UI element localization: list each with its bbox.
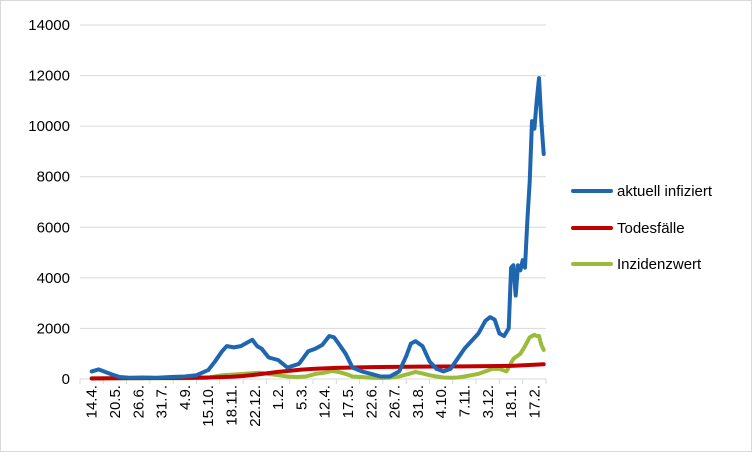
y-tick-label: 14000 (28, 17, 70, 34)
series-line-0 (89, 76, 546, 380)
x-tick-label: 14.4. (84, 385, 101, 418)
x-tick-label: 12.4. (317, 385, 334, 418)
x-tick-label: 7.11. (456, 385, 473, 417)
legend-label: Todesfälle (617, 220, 685, 237)
y-tick-label: 4000 (37, 270, 70, 287)
x-axis: 14.4. 20.5. 26.6. 31.7. 4.9. 15.10. 18.11. 22.1… (79, 378, 547, 427)
x-tick-label: 5.3. (293, 385, 310, 410)
y-tick-label: 6000 (37, 219, 70, 236)
y-tick-label: 10000 (28, 118, 70, 135)
legend-label: Inzidenzwert (617, 256, 702, 273)
x-tick-label: 1.2. (270, 385, 287, 410)
x-tick-label: 4.10. (433, 385, 450, 418)
series-line-2 (89, 332, 546, 381)
legend-label: aktuell infiziert (617, 183, 713, 200)
x-tick-label: 3.12. (480, 385, 497, 418)
series-line-1 (89, 362, 546, 381)
gridlines (80, 24, 546, 329)
x-tick-label: 26.7. (387, 385, 404, 418)
x-tick-label: 31.7. (154, 385, 171, 418)
y-tick-label: 2000 (37, 320, 70, 337)
x-tick-label: 4.9. (177, 385, 194, 410)
legend: aktuell infiziert Todesfälle Inzidenzwert (571, 183, 713, 273)
x-tick-label: 20.5. (107, 385, 124, 418)
y-tick-label: 12000 (28, 68, 70, 85)
x-tick-label: 17.5. (340, 385, 357, 418)
x-tick-label: 22.12. (247, 385, 264, 427)
x-tick-label: 22.6. (363, 385, 380, 418)
y-tick-label: 0 (62, 371, 70, 388)
y-tick-label: 8000 (37, 169, 70, 186)
x-tick-label: 18.1. (503, 385, 520, 418)
y-axis-tick-labels: 0 2000 4000 6000 8000 10000 12000 14000 (28, 17, 70, 388)
x-tick-label: 18.11. (223, 385, 240, 426)
series-lines (89, 76, 546, 381)
x-tick-label: 17.2. (526, 385, 543, 418)
x-tick-label: 15.10. (200, 385, 217, 427)
x-tick-label: 26.6. (130, 385, 147, 418)
x-tick-label: 31.8. (410, 385, 427, 418)
